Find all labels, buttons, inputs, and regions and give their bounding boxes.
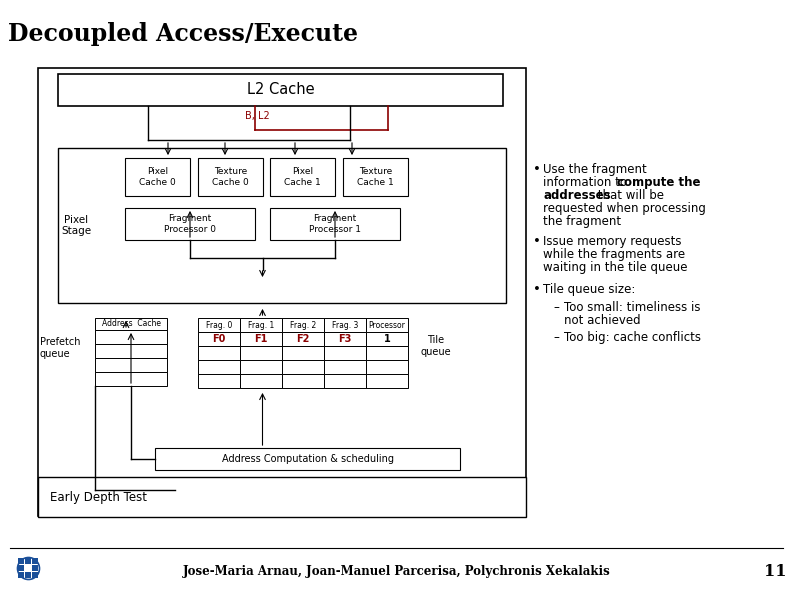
Bar [95, 358, 167, 372]
Bar [18, 565, 24, 571]
Bar [282, 332, 324, 346]
Bar [240, 360, 282, 374]
Bar [198, 360, 240, 374]
Bar [32, 565, 38, 571]
Bar [240, 332, 282, 346]
Text: F3: F3 [339, 334, 351, 344]
Bar [38, 477, 526, 517]
Text: Address  Cache: Address Cache [102, 319, 160, 328]
Bar [125, 158, 190, 196]
Bar [240, 374, 282, 388]
Bar [324, 346, 366, 360]
Bar [366, 332, 408, 346]
Bar [198, 374, 240, 388]
Text: F2: F2 [297, 334, 310, 344]
Text: 11: 11 [764, 563, 786, 581]
Bar [366, 374, 408, 388]
Text: Pixel
Cache 1: Pixel Cache 1 [284, 167, 321, 187]
Bar [240, 318, 282, 332]
Text: queue: queue [40, 349, 71, 359]
Text: 1: 1 [384, 334, 390, 344]
Text: not achieved: not achieved [564, 314, 641, 327]
Bar [366, 360, 408, 374]
Text: information to: information to [543, 176, 630, 189]
Bar [25, 565, 31, 571]
Bar [324, 318, 366, 332]
Text: waiting in the tile queue: waiting in the tile queue [543, 261, 688, 274]
Text: Decoupled Access/Execute: Decoupled Access/Execute [8, 22, 358, 46]
Text: –: – [553, 331, 559, 344]
Text: •: • [533, 163, 541, 176]
Text: B, L2: B, L2 [245, 111, 270, 121]
Text: Prefetch: Prefetch [40, 337, 81, 347]
Text: Early Depth Test: Early Depth Test [49, 491, 147, 504]
Text: •: • [533, 283, 541, 296]
Bar [32, 572, 38, 578]
Text: Frag. 3: Frag. 3 [331, 321, 358, 330]
Text: Jose-Maria Arnau, Joan-Manuel Parcerisa, Polychronis Xekalakis: Jose-Maria Arnau, Joan-Manuel Parcerisa,… [183, 566, 611, 579]
Bar [366, 346, 408, 360]
Bar [95, 330, 167, 344]
Bar [366, 318, 408, 332]
Text: Pixel
Stage: Pixel Stage [61, 215, 91, 236]
Bar [324, 360, 366, 374]
Bar [125, 208, 255, 240]
Text: –: – [553, 301, 559, 314]
Text: compute the: compute the [617, 176, 700, 189]
Text: Too big: cache conflicts: Too big: cache conflicts [564, 331, 701, 344]
Text: Frag. 1: Frag. 1 [248, 321, 274, 330]
Text: Texture
Cache 1: Texture Cache 1 [357, 167, 394, 187]
Bar [198, 318, 240, 332]
Text: Fragment
Processor 1: Fragment Processor 1 [309, 215, 361, 234]
Text: Address Computation & scheduling: Address Computation & scheduling [221, 454, 393, 464]
Bar [95, 318, 167, 330]
Text: Processor: Processor [369, 321, 405, 330]
Text: Frag. 0: Frag. 0 [206, 321, 232, 330]
Text: requested when processing: requested when processing [543, 202, 706, 215]
Bar [25, 558, 31, 564]
Text: Issue memory requests: Issue memory requests [543, 235, 681, 248]
Bar [32, 558, 38, 564]
Bar [240, 346, 282, 360]
Bar [95, 344, 167, 358]
Bar [25, 572, 31, 578]
Bar [198, 332, 240, 346]
Bar [18, 558, 24, 564]
Text: that will be: that will be [594, 189, 664, 202]
Bar [282, 360, 324, 374]
Bar [343, 158, 408, 196]
Text: Too small: timeliness is: Too small: timeliness is [564, 301, 700, 314]
Text: F0: F0 [213, 334, 226, 344]
Text: L2 Cache: L2 Cache [247, 82, 314, 98]
Bar [198, 346, 240, 360]
Text: Pixel
Cache 0: Pixel Cache 0 [139, 167, 176, 187]
Text: Frag. 2: Frag. 2 [290, 321, 316, 330]
Text: Fragment
Processor 0: Fragment Processor 0 [164, 215, 216, 234]
Bar [58, 74, 503, 106]
Bar [270, 208, 400, 240]
Bar [324, 374, 366, 388]
Text: addresses: addresses [543, 189, 611, 202]
Bar [282, 374, 324, 388]
Text: Tile queue size:: Tile queue size: [543, 283, 635, 296]
Text: the fragment: the fragment [543, 215, 621, 228]
Bar [198, 158, 263, 196]
Text: Tile
queue: Tile queue [421, 335, 451, 357]
Bar [282, 346, 324, 360]
Bar [95, 372, 167, 386]
Bar [18, 572, 24, 578]
Text: Texture
Cache 0: Texture Cache 0 [212, 167, 249, 187]
Bar [58, 148, 506, 303]
Bar [155, 448, 460, 470]
Text: Use the fragment: Use the fragment [543, 163, 647, 176]
Bar [324, 332, 366, 346]
Bar [38, 68, 526, 516]
Text: while the fragments are: while the fragments are [543, 248, 685, 261]
Bar [270, 158, 335, 196]
Bar [282, 318, 324, 332]
Text: •: • [533, 235, 541, 248]
Text: F1: F1 [255, 334, 268, 344]
